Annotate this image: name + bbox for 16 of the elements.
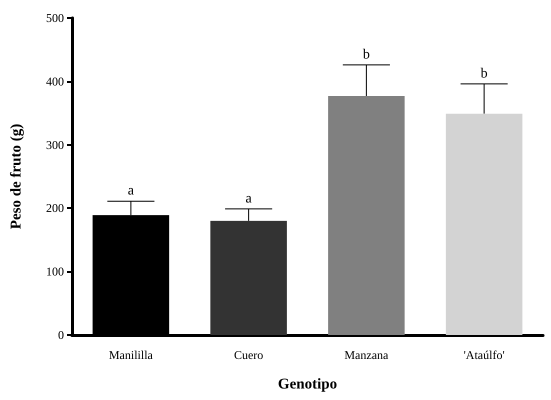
y-tick-label: 0 — [58, 328, 64, 342]
y-tick-label: 100 — [46, 264, 64, 279]
annotation: b — [480, 66, 488, 82]
annotation: a — [128, 184, 135, 199]
y-axis-title: Peso de fruto (g) — [8, 124, 24, 230]
x-axis-title: Genotipo — [278, 376, 338, 392]
y-tick-label: 500 — [46, 11, 64, 25]
y-tick-label: 300 — [46, 138, 64, 152]
annotation: b — [362, 47, 370, 62]
y-tick-label: 400 — [46, 74, 64, 88]
x-tick-label: 'Ataúlfo' — [464, 348, 505, 362]
x-tick-label: Cuero — [234, 348, 264, 362]
annotation: a — [246, 191, 253, 206]
x-tick-label: Manzana — [344, 348, 390, 362]
y-tick-label: 200 — [46, 201, 64, 216]
x-tick-label: Manililla — [108, 348, 154, 362]
